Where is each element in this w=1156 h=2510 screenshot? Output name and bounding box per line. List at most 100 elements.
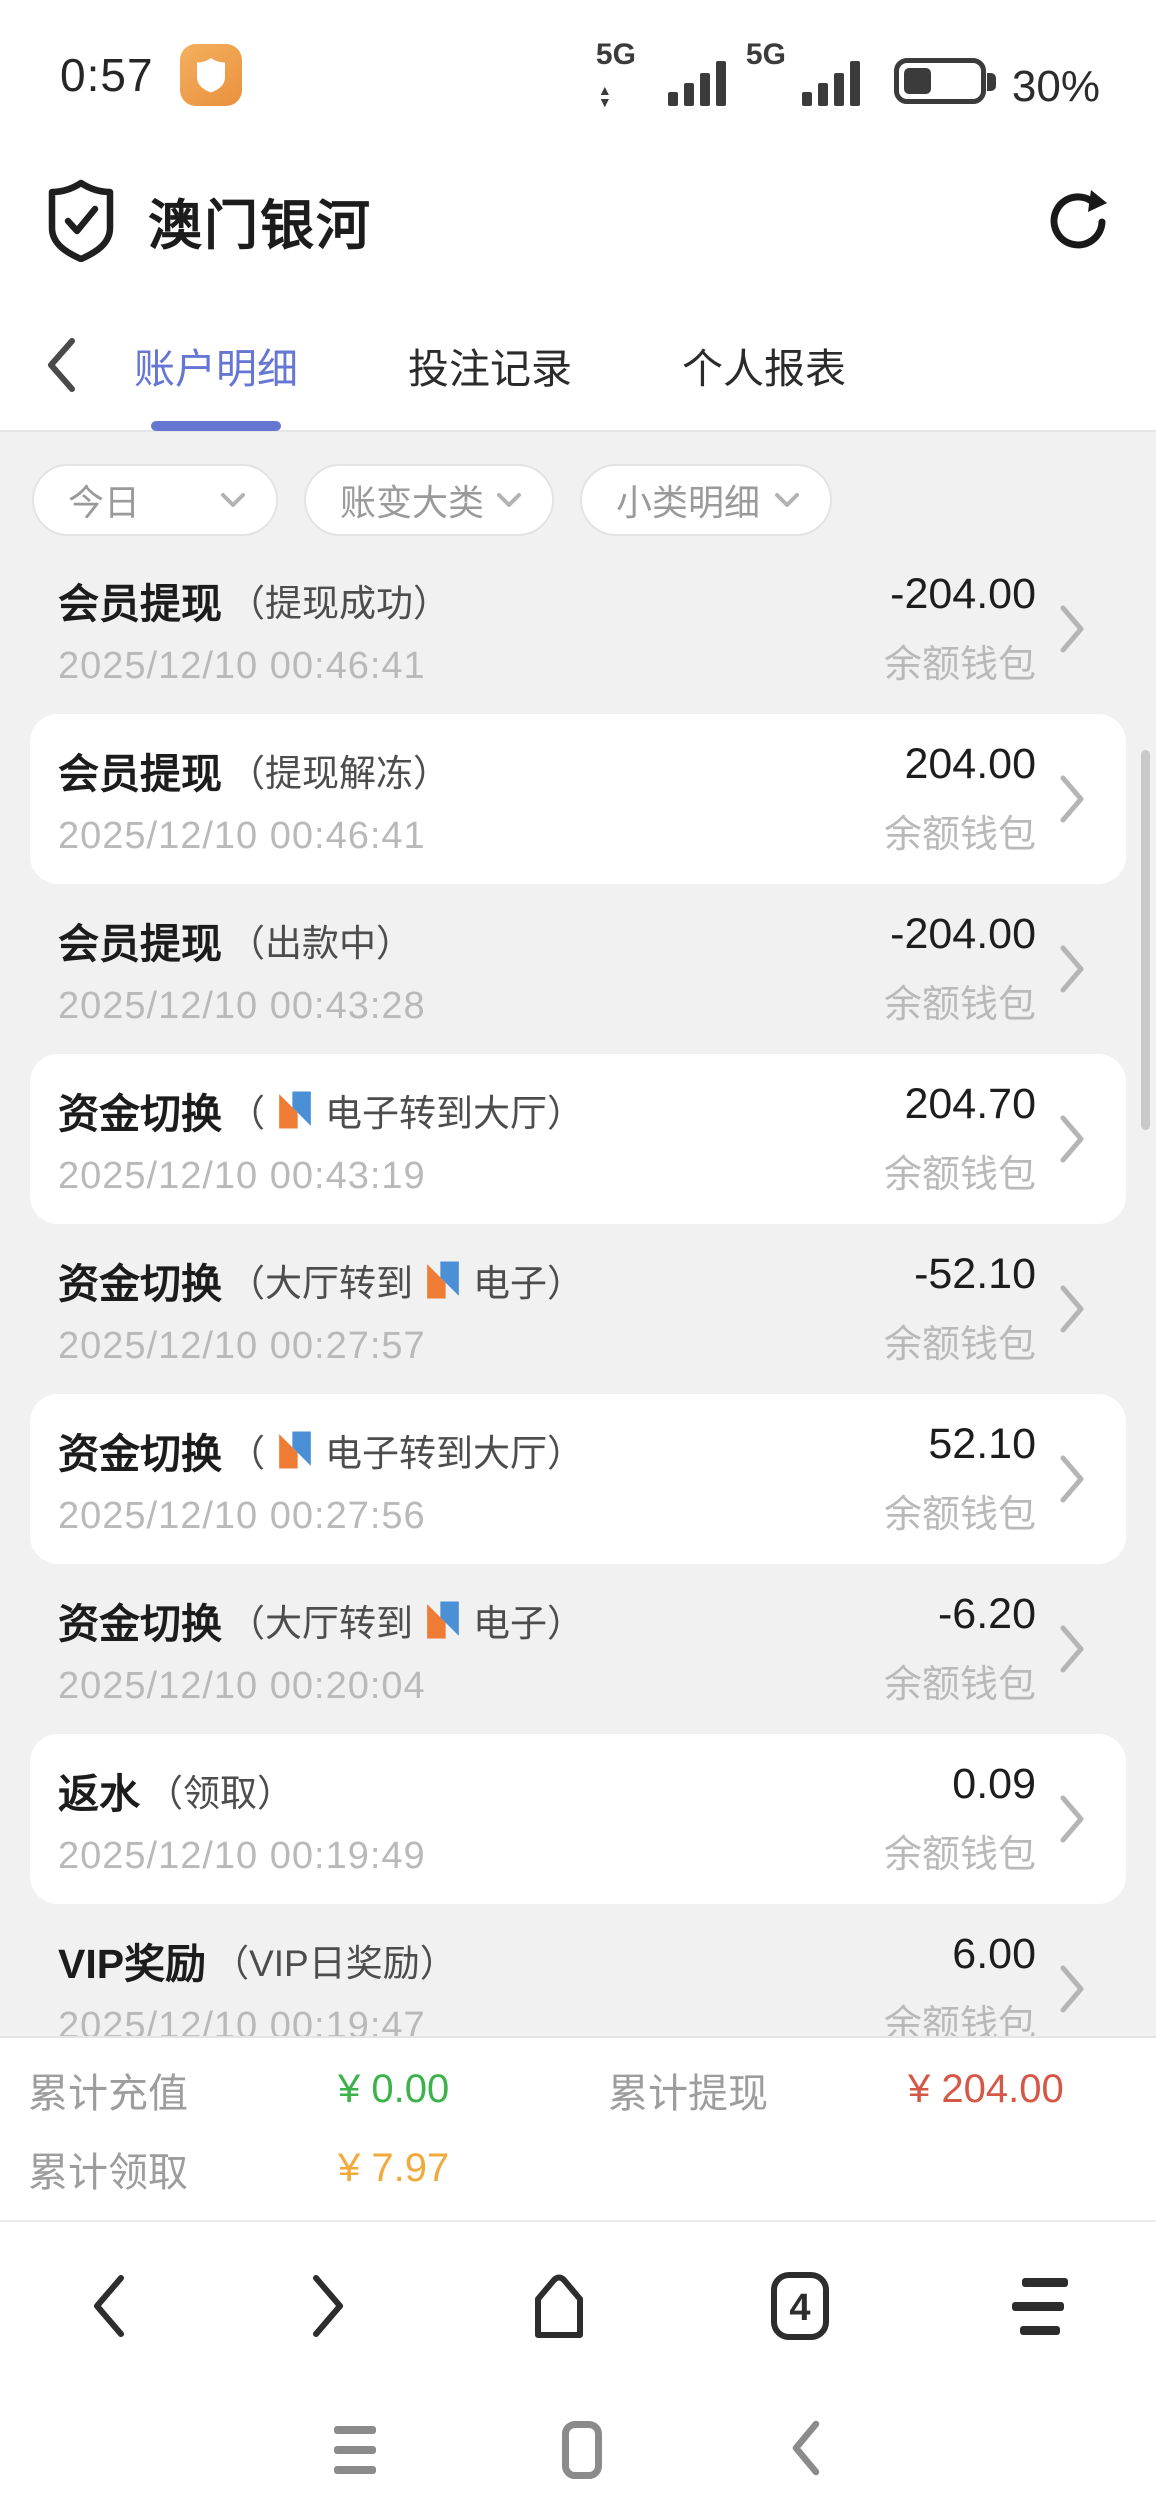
transaction-wallet: 余额钱包 xyxy=(883,2004,1036,2036)
chevron-right-icon xyxy=(1060,1285,1084,1333)
scrollbar[interactable] xyxy=(1141,750,1150,1130)
transaction-date: 2025/12/10 00:46:41 xyxy=(58,815,426,857)
transaction-row[interactable]: 会员提现 （出款中） 2025/12/10 00:43:28 -204.00 余额… xyxy=(0,884,1156,1054)
transaction-panel: 今日 账变大类 小类明细 会员提现 （提现成功） 2025/12/10 00:46… xyxy=(0,432,1156,2036)
tab-count-icon: 4 xyxy=(771,2272,829,2340)
tab-bar: 账户明细 投注记录 个人报表 xyxy=(0,300,1156,432)
transaction-row[interactable]: VIP奖励 （VIP日奖励） 2025/12/10 00:19:47 6.00 余… xyxy=(0,1904,1156,2036)
tab-personal-report[interactable]: 个人报表 xyxy=(682,346,846,392)
back-button[interactable] xyxy=(44,336,78,394)
chevron-left-icon xyxy=(792,2420,820,2475)
chevron-left-icon xyxy=(48,338,75,392)
summary-claimed-value: ¥ 7.97 xyxy=(338,2146,450,2190)
transaction-title: 会员提现 （提现解冻） xyxy=(58,751,450,797)
transaction-amount: -52.10 xyxy=(914,1250,1036,1298)
transaction-amount: 52.10 xyxy=(928,1420,1036,1468)
home-icon xyxy=(535,2274,583,2338)
transaction-amount: 204.70 xyxy=(904,1080,1036,1128)
browser-home-button[interactable] xyxy=(530,2273,588,2339)
transaction-date: 2025/12/10 00:27:56 xyxy=(58,1495,426,1537)
security-app-icon xyxy=(179,44,242,106)
transaction-amount: 204.00 xyxy=(904,740,1036,788)
system-navigation-bar xyxy=(0,2390,1156,2510)
chevron-right-icon xyxy=(1060,605,1084,653)
recent-apps-button[interactable] xyxy=(334,2426,376,2474)
tab-account-details[interactable]: 账户明细 xyxy=(132,331,300,399)
transaction-title: 资金切换 （大厅转到 电子） xyxy=(58,1590,584,1650)
chevron-down-icon xyxy=(221,493,245,507)
summary-withdraw-label: 累计提现 xyxy=(608,2071,768,2116)
transaction-date: 2025/12/10 00:19:49 xyxy=(58,1835,426,1877)
filter-bar: 今日 账变大类 小类明细 xyxy=(0,432,1156,544)
transaction-row[interactable]: 资金切换（ 电子转到大厅） 2025/12/10 00:43:19 204.70… xyxy=(30,1054,1126,1224)
chevron-right-icon xyxy=(1060,1455,1084,1503)
transaction-title: 返水 （领取） xyxy=(58,1771,294,1817)
transaction-wallet: 余额钱包 xyxy=(883,814,1036,856)
refresh-button[interactable] xyxy=(1044,186,1112,254)
transaction-wallet: 余额钱包 xyxy=(883,644,1036,686)
transaction-title: 资金切换（ 电子转到大厅） xyxy=(58,1080,584,1140)
electronic-games-logo-icon xyxy=(279,1091,311,1129)
page-title: 澳门银河 xyxy=(148,195,372,256)
chevron-right-icon xyxy=(1060,1795,1084,1843)
transaction-row[interactable]: 资金切换 （大厅转到 电子） 2025/12/10 00:20:04 -6.20 … xyxy=(0,1564,1156,1734)
status-bar: 0:57 5G ▲ ▼ 5G 30% xyxy=(0,0,1156,140)
filter-category-dropdown[interactable]: 账变大类 xyxy=(304,464,554,536)
signal-sim1-icon: 5G ▲ ▼ xyxy=(596,38,728,112)
summary-withdraw-value: ¥ 204.00 xyxy=(908,2067,1064,2111)
battery-percent: 30% xyxy=(1011,62,1100,111)
chevron-down-icon xyxy=(775,493,799,507)
transaction-date: 2025/12/10 00:46:41 xyxy=(58,645,426,687)
transaction-title: 会员提现 （提现成功） xyxy=(58,581,450,627)
transaction-title: 会员提现 （出款中） xyxy=(58,921,413,967)
transaction-date: 2025/12/10 00:43:19 xyxy=(58,1155,426,1197)
transaction-amount: 0.09 xyxy=(952,1760,1036,1808)
filter-date-dropdown[interactable]: 今日 xyxy=(32,464,278,536)
summary-claimed-label: 累计领取 xyxy=(28,2150,188,2195)
electronic-games-logo-icon xyxy=(427,1261,459,1299)
transaction-date: 2025/12/10 00:20:04 xyxy=(58,1665,426,1707)
transaction-wallet: 余额钱包 xyxy=(883,1154,1036,1196)
battery-icon xyxy=(893,58,996,104)
transaction-row[interactable]: 会员提现 （提现解冻） 2025/12/10 00:46:41 204.00 余额… xyxy=(30,714,1126,884)
transaction-date: 2025/12/10 00:43:28 xyxy=(58,985,426,1027)
transaction-amount: 6.00 xyxy=(952,1930,1036,1978)
menu-icon xyxy=(1012,2277,1068,2335)
tab-count: 4 xyxy=(789,2287,810,2329)
transaction-row[interactable]: 资金切换（ 电子转到大厅） 2025/12/10 00:27:56 52.10 … xyxy=(30,1394,1126,1564)
chevron-right-icon xyxy=(1060,1115,1084,1163)
transaction-date: 2025/12/10 00:27:57 xyxy=(58,1325,426,1367)
chevron-right-icon xyxy=(1060,775,1084,823)
browser-tabs-button[interactable]: 4 xyxy=(769,2270,831,2342)
browser-navigation-bar: 4 xyxy=(0,2220,1156,2390)
transaction-wallet: 余额钱包 xyxy=(883,984,1036,1026)
transaction-wallet: 余额钱包 xyxy=(883,1324,1036,1366)
filter-subcategory-dropdown[interactable]: 小类明细 xyxy=(580,464,832,536)
chevron-left-icon xyxy=(94,2275,124,2337)
transaction-row[interactable]: 会员提现 （提现成功） 2025/12/10 00:46:41 -204.00 余… xyxy=(0,544,1156,714)
chevron-right-icon xyxy=(1060,1625,1084,1673)
shield-icon xyxy=(196,58,225,93)
browser-back-button[interactable] xyxy=(88,2273,128,2339)
transaction-wallet: 余额钱包 xyxy=(883,1664,1036,1706)
system-back-button[interactable] xyxy=(788,2419,822,2482)
transaction-row[interactable]: 资金切换 （大厅转到 电子） 2025/12/10 00:27:57 -52.10… xyxy=(0,1224,1156,1394)
chevron-right-icon xyxy=(313,2275,343,2337)
browser-forward-button[interactable] xyxy=(309,2273,349,2339)
transaction-list: 会员提现 （提现成功） 2025/12/10 00:46:41 -204.00 余… xyxy=(0,544,1156,2036)
home-button[interactable] xyxy=(562,2421,602,2479)
transaction-amount: -6.20 xyxy=(937,1590,1036,1638)
tab-betting-records[interactable]: 投注记录 xyxy=(408,346,572,392)
chevron-right-icon xyxy=(1060,1965,1084,2013)
app-header: 澳门银河 xyxy=(0,140,1156,300)
verified-shield-icon xyxy=(48,179,114,262)
summary-deposit-label: 累计充值 xyxy=(28,2071,188,2116)
transaction-amount: -204.00 xyxy=(890,570,1036,618)
transaction-amount: -204.00 xyxy=(890,910,1036,958)
chevron-right-icon xyxy=(1060,945,1084,993)
transaction-title: 资金切换 （大厅转到 电子） xyxy=(58,1250,584,1310)
transaction-row[interactable]: 返水 （领取） 2025/12/10 00:19:49 0.09 余额钱包 xyxy=(30,1734,1126,1904)
browser-menu-button[interactable] xyxy=(1012,2277,1068,2335)
transaction-wallet: 余额钱包 xyxy=(883,1834,1036,1876)
electronic-games-logo-icon xyxy=(427,1601,459,1639)
